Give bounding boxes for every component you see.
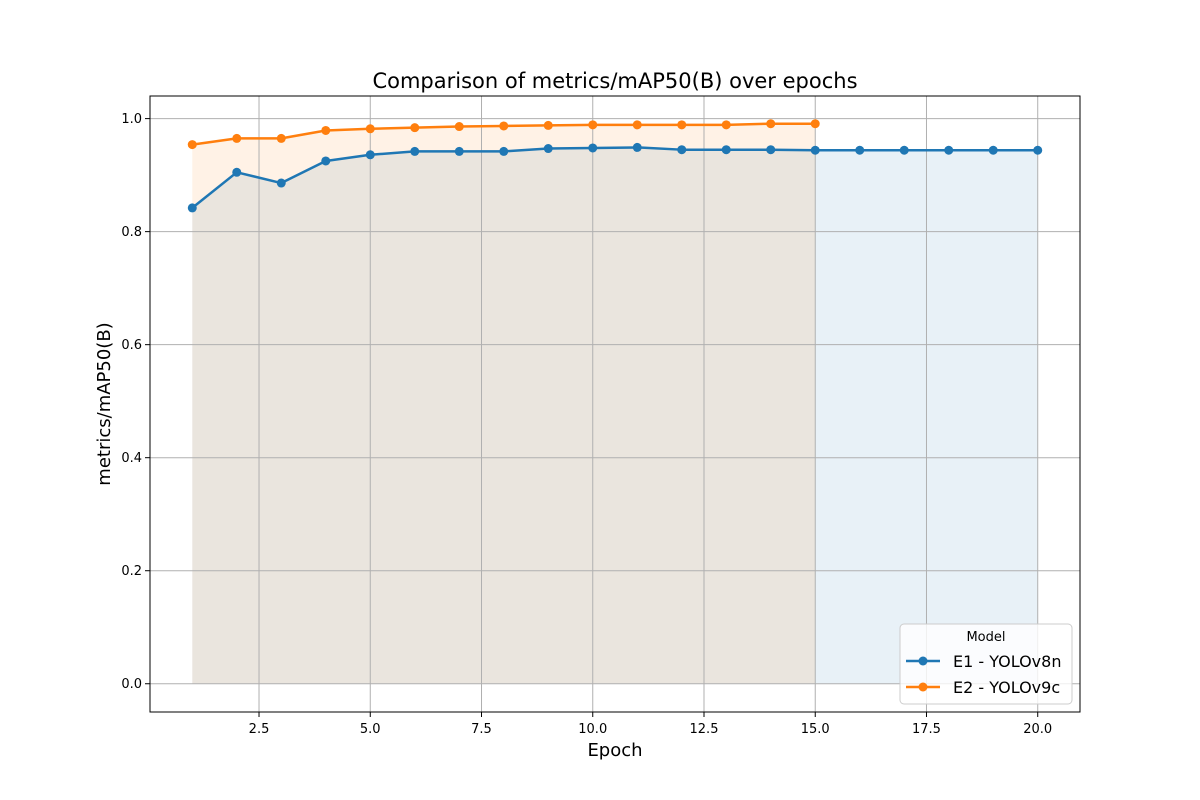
data-point-series-1 [766, 145, 776, 155]
legend-marker-e2 [918, 682, 928, 692]
data-point-series-1 [187, 203, 197, 213]
x-tick-label: 7.5 [471, 722, 492, 737]
area-fills [192, 123, 1038, 684]
legend: Model E1 - YOLOv8n E2 - YOLOv9c [899, 623, 1073, 705]
data-point-series-1 [543, 144, 553, 154]
data-point-series-2 [232, 133, 242, 143]
x-tick-label: 15.0 [801, 722, 830, 737]
data-point-series-1 [276, 178, 286, 188]
data-point-series-2 [810, 119, 820, 129]
legend-label-e1: E1 - YOLOv8n [953, 652, 1061, 671]
data-point-series-2 [588, 120, 598, 130]
area-fill-series-1 [192, 147, 1038, 684]
x-tick-label: 2.5 [249, 722, 270, 737]
data-point-series-1 [410, 146, 420, 156]
legend-marker-e1 [918, 656, 928, 666]
data-point-series-1 [677, 145, 687, 155]
series-markers [187, 119, 1043, 213]
x-axis-label: Epoch [587, 740, 642, 761]
data-point-series-2 [677, 120, 687, 130]
data-point-series-1 [721, 145, 731, 155]
y-tick-label: 0.0 [121, 677, 142, 692]
y-tick-label: 0.2 [121, 564, 142, 579]
legend-box [899, 623, 1073, 705]
data-point-series-1 [632, 142, 642, 152]
data-point-series-1 [1033, 145, 1043, 155]
data-point-series-2 [410, 123, 420, 133]
legend-label-e2: E2 - YOLOv9c [953, 678, 1060, 697]
data-point-series-1 [810, 145, 820, 155]
x-tick-label: 12.5 [690, 722, 719, 737]
data-point-series-1 [899, 145, 909, 155]
y-tick-label: 1.0 [121, 112, 142, 127]
data-point-series-2 [187, 140, 197, 150]
data-point-series-2 [454, 122, 464, 132]
data-point-series-2 [321, 125, 331, 135]
x-tick-label: 5.0 [360, 722, 381, 737]
data-point-series-1 [588, 143, 598, 153]
y-axis-label: metrics/mAP50(B) [94, 322, 115, 485]
plot-area [150, 96, 1080, 712]
data-point-series-2 [632, 120, 642, 130]
legend-title: Model [966, 630, 1005, 645]
data-point-series-2 [721, 120, 731, 130]
x-tick-label: 20.0 [1023, 722, 1052, 737]
data-point-series-2 [499, 121, 509, 131]
y-tick-label: 0.6 [121, 338, 142, 353]
data-point-series-1 [365, 150, 375, 160]
data-point-series-1 [321, 156, 331, 166]
chart-title: Comparison of metrics/mAP50(B) over epoc… [372, 69, 857, 93]
data-point-series-2 [766, 119, 776, 129]
x-tick-label: 17.5 [912, 722, 941, 737]
data-point-series-2 [276, 133, 286, 143]
data-point-series-2 [365, 124, 375, 134]
x-tick-label: 10.0 [578, 722, 607, 737]
data-point-series-2 [543, 120, 553, 130]
x-axis-ticks: 2.5 5.0 7.5 10.0 12.5 15.0 17.5 20.0 [249, 712, 1052, 737]
y-tick-label: 0.4 [121, 451, 142, 466]
y-axis-ticks: 0.0 0.2 0.4 0.6 0.8 1.0 [121, 112, 150, 692]
series-line-1 [191, 146, 1039, 210]
area-fill-series-2 [192, 123, 816, 684]
data-point-series-1 [232, 167, 242, 177]
data-point-series-1 [855, 145, 865, 155]
data-point-series-1 [944, 145, 954, 155]
y-tick-label: 0.8 [121, 225, 142, 240]
plot-frame [149, 95, 1081, 713]
data-point-series-1 [988, 145, 998, 155]
data-point-series-1 [454, 146, 464, 156]
data-point-series-1 [499, 146, 509, 156]
